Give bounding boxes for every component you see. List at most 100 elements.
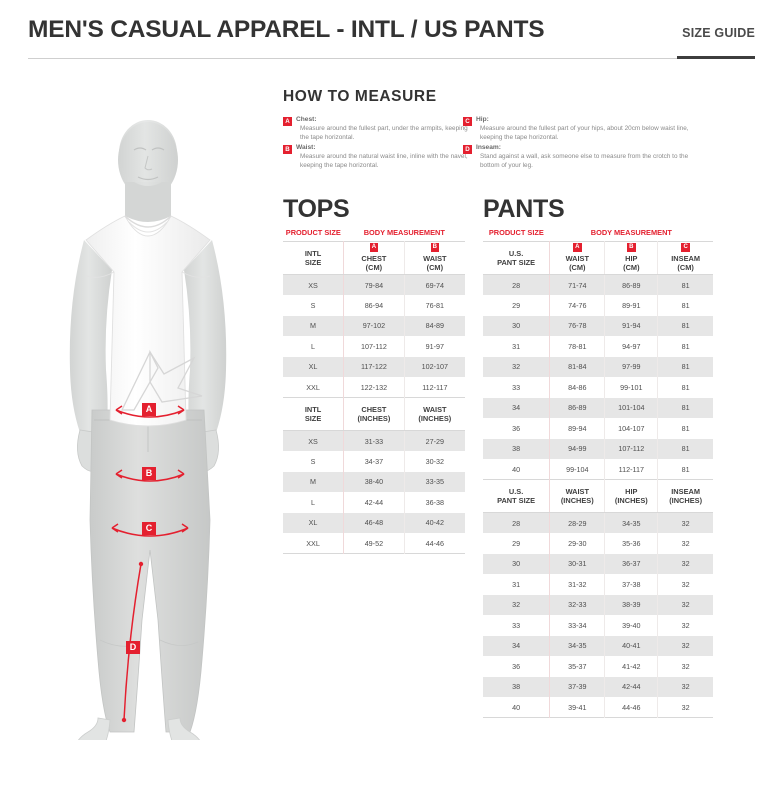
pants-cell-inseam: 32 [657,635,713,656]
tops-cell-waist: 27-29 [404,430,465,451]
pants-col-size-inches-line1: U.S. [508,486,524,496]
pants-cell-size: 28 [483,512,551,533]
pants-col-inseam-cm-line2: (CM) [677,263,694,273]
tops-col-waist-inches-line1: WAIST [423,404,447,414]
measure-desc-inseam: Stand against a wall, ask someone else t… [480,153,689,169]
pants-cell-inseam: 32 [681,538,690,548]
pants-cell-inseam: 81 [657,438,713,459]
pants-cell-inseam: 32 [657,512,713,533]
pants-cell-hip: 91-94 [604,315,659,336]
measure-line-waist [115,469,185,482]
badge-a-icon: A [573,243,582,252]
table-row: 29 29-30 35-36 32 [483,533,713,554]
tops-col-chest-cm-line1: CHEST [361,253,387,263]
pants-col-waist-cm: A WAIST (CM) [549,241,606,275]
table-row: 30 30-31 36-37 32 [483,553,713,574]
pants-cell-inseam: 81 [657,356,713,377]
pants-col-waist-inches-line1: WAIST [565,486,589,496]
table-row: 36 89-94 104-107 81 [483,418,713,439]
tops-cell-waist: 112-117 [422,382,448,392]
pants-cell-hip: 97-99 [604,356,659,377]
badge-a-icon: A [369,243,379,252]
tops-cell-chest: 117-122 [343,356,405,377]
pants-cell-hip: 39-40 [604,615,659,636]
tops-cell-chest: 42-44 [343,492,405,513]
pants-cell-size: 31 [483,574,551,595]
measure-item-hip: C Hip: Measure around the fullest part o… [463,115,693,142]
pants-cell-size: 31 [483,336,551,357]
tops-col-size-cm: INTL SIZE [283,241,345,275]
measure-desc-waist: Measure around the natural waist line, i… [300,153,468,169]
badge-c-icon: C [681,243,690,252]
table-row: XXL 122-132 112-117 [283,377,465,398]
pants-col-waist-inches-line2: (INCHES) [560,496,594,505]
pants-cell-waist: 28-29 [549,512,606,533]
pants-cell-inseam: 32 [657,594,713,615]
pants-cell-waist: 71-74 [549,274,606,295]
tops-cell-chest: 34-37 [343,451,405,472]
pants-cell-hip: 107-112 [604,438,659,459]
page-header: MEN'S CASUAL APPAREL - INTL / US PANTS S… [28,14,755,60]
pants-cell-size: 34 [483,635,551,656]
tops-cell-size: XS [283,274,345,295]
pants-cell-waist: 34-35 [549,635,606,656]
tops-col-waist-inches: WAIST (INCHES) [404,397,465,431]
pants-cell-inseam: 32 [681,620,690,630]
pants-col-inseam-cm-line1: INSEAM [671,253,700,263]
pants-cell-size: 34 [483,397,551,418]
tops-cell-size: M [283,315,345,336]
pants-cell-hip: 44-46 [604,697,659,718]
measure-item-chest: A Chest: Measure around the fullest part… [283,115,468,142]
pants-cell-size: 28 [483,274,551,295]
pants-col-size-cm-line2: PANT SIZE [497,258,536,267]
tops-cell-size: XXL [283,377,345,398]
pants-cell-waist: 31-32 [549,574,606,595]
pants-col-hip-cm: B HIP (CM) [604,241,659,275]
table-row: 40 99-104 112-117 81 [483,459,713,480]
measure-item-waist: B Waist: Measure around the natural wais… [283,143,468,170]
tops-cell-size: S [283,295,345,316]
pants-cell-waist: 30-31 [549,553,606,574]
tops-col-size-inches-line1: INTL [304,404,322,414]
pants-cell-size: 36 [483,656,551,677]
pants-cell-inseam: 81 [657,397,713,418]
table-row: 40 39-41 44-46 32 [483,697,713,718]
pants-col-inseam-cm: C INSEAM (CM) [657,241,713,275]
tops-table: INTL SIZE A CHEST (CM) B WAIST (CM) XS 79-84 69-74… [283,241,465,554]
pants-cell-size: 36 [483,418,551,439]
tops-cell-size: L [283,492,345,513]
tops-cell-waist: 40-42 [404,512,465,533]
pants-cell-hip: 101-104 [604,397,659,418]
pants-col-size-cm-line1: U.S. [508,248,524,258]
pants-col-size-inches-line2: PANT SIZE [497,496,536,505]
pants-cell-waist: 76-78 [549,315,606,336]
tops-cell-size: S [283,451,345,472]
pants-cell-size: 40 [483,697,551,718]
pants-cell-waist: 81-84 [549,356,606,377]
pants-cell-hip: 34-35 [604,512,659,533]
pants-cell-size: 33 [483,615,551,636]
pants-cell-size: 38 [483,676,551,697]
measure-label-waist: Waist: [296,144,316,152]
table-row: M 38-40 33-35 [283,471,465,492]
pants-cell-waist: 89-94 [549,418,606,439]
pants-col-inseam-inches-line2: (INCHES) [669,496,703,505]
table-row: M 97-102 84-89 [283,315,465,336]
pants-cell-size: 38 [483,438,551,459]
tops-col-size-cm-line2: SIZE [304,258,322,267]
pants-col-waist-cm-line2: (CM) [569,263,586,273]
pants-cell-inseam: 32 [681,579,690,589]
tops-col-waist-cm-line1: WAIST [423,253,447,263]
pants-cell-inseam: 81 [657,274,713,295]
measurement-figure: A B C D [30,120,270,740]
pants-cell-waist: 99-104 [549,459,606,480]
table-row: 31 78-81 94-97 81 [483,336,713,357]
pants-cell-hip: 41-42 [604,656,659,677]
tops-col-waist-inches-line2: (INCHES) [418,414,452,423]
pants-table-section: PANTS PRODUCT SIZE BODY MEASUREMENT U.S.… [483,196,713,718]
tops-cell-waist: 91-97 [425,341,445,351]
pants-cell-size: 32 [483,356,551,377]
tops-cell-waist: 30-32 [425,456,445,466]
pants-cell-size: 30 [483,315,551,336]
pants-cell-size: 40 [483,459,551,480]
